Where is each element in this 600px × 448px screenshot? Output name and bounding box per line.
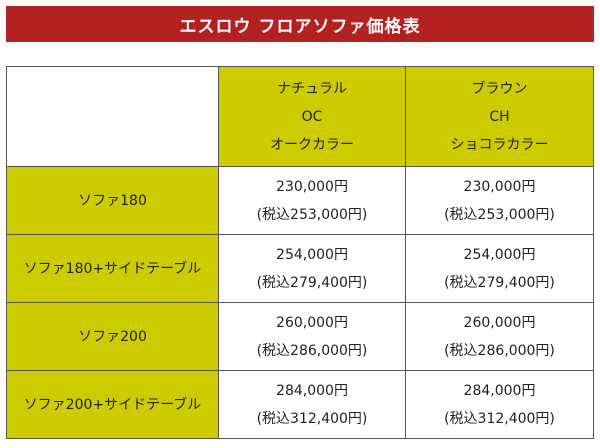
row-label: ソファ180+サイドテーブル bbox=[6, 234, 219, 303]
price-cell: 284,000円 (税込312,400円) bbox=[218, 370, 406, 439]
price: 230,000円 bbox=[276, 178, 348, 195]
column-header-natural: ナチュラル OC オークカラー bbox=[218, 66, 406, 167]
row-label: ソファ180 bbox=[6, 166, 219, 235]
column-color-name: ナチュラル bbox=[277, 80, 347, 97]
price-cell: 230,000円 (税込253,000円) bbox=[218, 166, 406, 235]
price: 284,000円 bbox=[463, 382, 536, 399]
price-table: ナチュラル OC オークカラー ブラウン CH ショコラカラー ソファ180 2… bbox=[6, 66, 594, 439]
table-row: ソファ200+サイドテーブル 284,000円 (税込312,400円) 284… bbox=[6, 370, 594, 439]
price-cell: 254,000円 (税込279,400円) bbox=[405, 234, 594, 303]
price: 254,000円 bbox=[463, 246, 536, 263]
table-row: ソファ180 230,000円 (税込253,000円) 230,000円 (税… bbox=[6, 166, 594, 235]
price-incl-tax: (税込279,400円) bbox=[256, 274, 368, 291]
price: 260,000円 bbox=[463, 314, 536, 331]
price-incl-tax: (税込312,400円) bbox=[444, 410, 555, 427]
price-cell: 260,000円 (税込286,000円) bbox=[405, 302, 594, 371]
header-corner-cell bbox=[6, 66, 219, 167]
price-incl-tax: (税込286,000円) bbox=[256, 342, 368, 359]
price-incl-tax: (税込286,000円) bbox=[444, 342, 555, 359]
table-row: ソファ200 260,000円 (税込286,000円) 260,000円 (税… bbox=[6, 302, 594, 371]
price-incl-tax: (税込253,000円) bbox=[256, 206, 368, 223]
price: 284,000円 bbox=[276, 382, 348, 399]
price-cell: 260,000円 (税込286,000円) bbox=[218, 302, 406, 371]
column-header-brown: ブラウン CH ショコラカラー bbox=[405, 66, 594, 167]
price-incl-tax: (税込279,400円) bbox=[444, 274, 555, 291]
price-incl-tax: (税込253,000円) bbox=[444, 206, 555, 223]
table-row: ソファ180+サイドテーブル 254,000円 (税込279,400円) 254… bbox=[6, 234, 594, 303]
price: 260,000円 bbox=[276, 314, 348, 331]
page-title: エスロウ フロアソファ価格表 bbox=[6, 6, 594, 42]
price: 230,000円 bbox=[463, 178, 536, 195]
price-cell: 230,000円 (税込253,000円) bbox=[405, 166, 594, 235]
column-color-code: CH bbox=[489, 108, 510, 125]
column-color-name: ブラウン bbox=[471, 80, 528, 97]
price: 254,000円 bbox=[276, 246, 348, 263]
price-incl-tax: (税込312,400円) bbox=[256, 410, 368, 427]
header-row: ナチュラル OC オークカラー ブラウン CH ショコラカラー bbox=[6, 66, 594, 167]
column-color-label: ショコラカラー bbox=[450, 136, 549, 153]
column-color-label: オークカラー bbox=[270, 136, 354, 153]
row-label: ソファ200 bbox=[6, 302, 219, 371]
price-cell: 284,000円 (税込312,400円) bbox=[405, 370, 594, 439]
column-color-code: OC bbox=[301, 108, 323, 125]
row-label: ソファ200+サイドテーブル bbox=[6, 370, 219, 439]
price-cell: 254,000円 (税込279,400円) bbox=[218, 234, 406, 303]
